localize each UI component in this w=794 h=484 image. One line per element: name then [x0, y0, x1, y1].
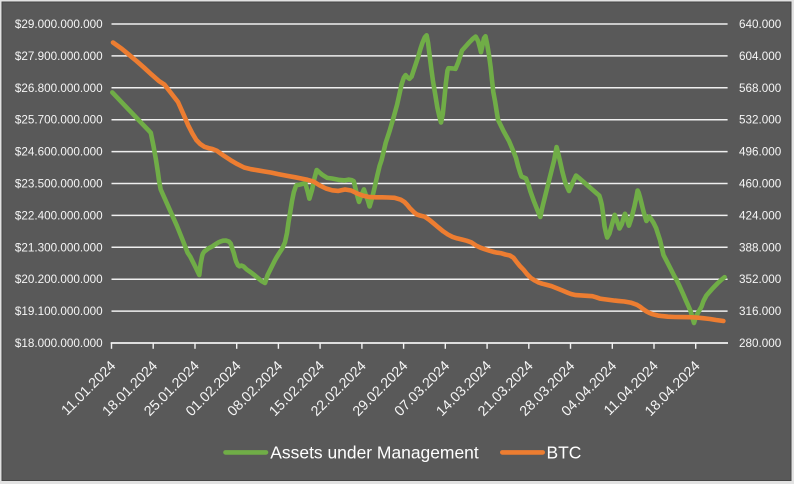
svg-text:$19.100.000.000: $19.100.000.000 — [15, 305, 103, 318]
svg-text:316.000: 316.000 — [739, 305, 782, 318]
svg-text:352.000: 352.000 — [739, 273, 782, 286]
svg-text:388.000: 388.000 — [739, 241, 782, 254]
svg-text:640.000: 640.000 — [739, 18, 782, 31]
svg-text:604.000: 604.000 — [739, 50, 782, 63]
svg-text:$20.200.000.000: $20.200.000.000 — [15, 273, 103, 286]
svg-text:532.000: 532.000 — [739, 114, 782, 127]
svg-text:Assets under Management: Assets under Management — [270, 442, 479, 462]
svg-text:$21.300.000.000: $21.300.000.000 — [15, 241, 103, 254]
svg-text:$22.400.000.000: $22.400.000.000 — [15, 209, 103, 222]
svg-text:$27.900.000.000: $27.900.000.000 — [15, 50, 103, 63]
svg-text:280.000: 280.000 — [739, 337, 782, 350]
svg-text:$23.500.000.000: $23.500.000.000 — [15, 178, 103, 191]
svg-text:$26.800.000.000: $26.800.000.000 — [15, 82, 103, 95]
svg-text:$18.000.000.000: $18.000.000.000 — [15, 337, 103, 350]
svg-text:BTC: BTC — [547, 442, 582, 462]
svg-text:$25.700.000.000: $25.700.000.000 — [15, 114, 103, 127]
svg-text:496.000: 496.000 — [739, 146, 782, 159]
svg-text:$29.000.000.000: $29.000.000.000 — [15, 18, 103, 31]
svg-text:424.000: 424.000 — [739, 209, 782, 222]
svg-text:$24.600.000.000: $24.600.000.000 — [15, 146, 103, 159]
svg-text:460.000: 460.000 — [739, 178, 782, 191]
svg-text:568.000: 568.000 — [739, 82, 782, 95]
